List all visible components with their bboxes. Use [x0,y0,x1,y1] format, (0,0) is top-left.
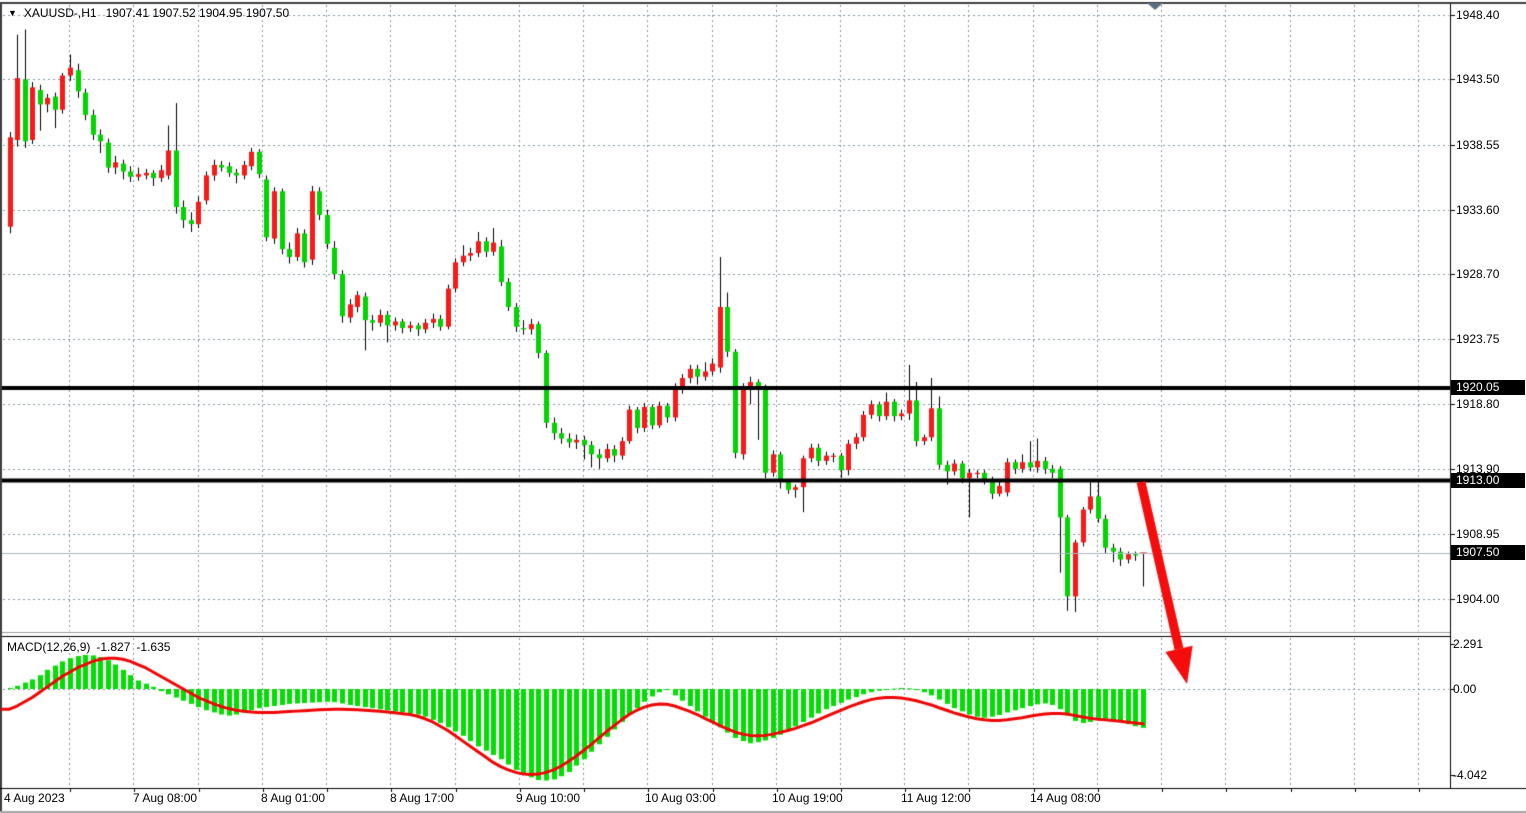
macd-indicator-label: MACD(12,26,9) -1.827 -1.635 [7,640,170,654]
macd-signal-value: -1.635 [136,640,171,654]
symbol-timeframe-label: XAUUSD-,H1 [23,6,97,20]
ohlc-values: 1907.41 1907.52 1904.95 1907.50 [105,6,290,20]
macd-name: MACD(12,26,9) [7,640,91,654]
macd-main-value: -1.827 [96,640,131,654]
symbol-marker-icon: ▼ [8,8,17,18]
symbol-ohlc-title: ▼ XAUUSD-,H1 1907.41 1907.52 1904.95 1907.… [8,6,289,20]
